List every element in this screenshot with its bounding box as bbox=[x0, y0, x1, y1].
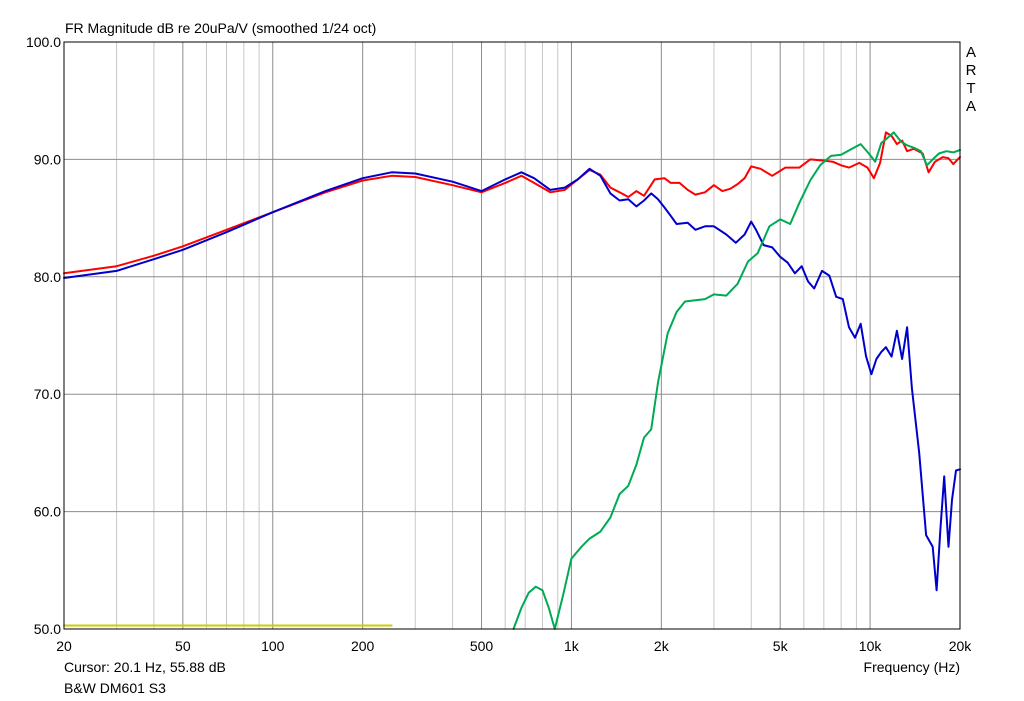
major-gridlines bbox=[64, 42, 960, 629]
watermark-letter: A bbox=[965, 44, 976, 61]
x-tick-label: 50 bbox=[175, 638, 191, 654]
series-line-1 bbox=[63, 131, 961, 275]
y-tick-label: 90.0 bbox=[34, 151, 61, 167]
cursor-readout: Cursor: 20.1 Hz, 55.88 dB bbox=[64, 659, 226, 675]
x-tick-label: 500 bbox=[470, 638, 494, 654]
x-tick-label: 200 bbox=[351, 638, 375, 654]
x-tick-label: 20 bbox=[56, 638, 72, 654]
series-line-3 bbox=[512, 131, 961, 630]
series-layer bbox=[63, 131, 961, 630]
watermark-letter: R bbox=[965, 62, 977, 79]
chart-title: FR Magnitude dB re 20uPa/V (smoothed 1/2… bbox=[65, 20, 377, 36]
y-tick-label: 50.0 bbox=[34, 621, 61, 637]
x-tick-label: 100 bbox=[261, 638, 285, 654]
y-tick-label: 80.0 bbox=[34, 269, 61, 285]
series-line-2 bbox=[63, 167, 961, 592]
x-tick-label: 1k bbox=[564, 638, 580, 654]
x-tick-labels: 20 50 100 200 500 1k 2k 5k 10k 20k bbox=[56, 638, 972, 654]
x-tick-label: 10k bbox=[859, 638, 883, 654]
plot-frame bbox=[63, 41, 961, 630]
y-tick-labels: 50.0 60.0 70.0 80.0 90.0 100.0 bbox=[26, 34, 61, 637]
x-tick-label: 20k bbox=[949, 638, 973, 654]
x-tick-label: 5k bbox=[773, 638, 789, 654]
minor-gridlines bbox=[116, 42, 857, 629]
y-tick-label: 100.0 bbox=[26, 34, 61, 50]
x-axis-label: Frequency (Hz) bbox=[863, 659, 960, 675]
watermark-letter: A bbox=[965, 98, 976, 115]
arta-watermark: A R T A bbox=[963, 44, 979, 116]
y-tick-label: 60.0 bbox=[34, 504, 61, 520]
watermark-letter: T bbox=[966, 80, 976, 97]
x-tick-label: 2k bbox=[654, 638, 670, 654]
y-tick-label: 70.0 bbox=[34, 386, 61, 402]
device-name: B&W DM601 S3 bbox=[64, 680, 166, 696]
